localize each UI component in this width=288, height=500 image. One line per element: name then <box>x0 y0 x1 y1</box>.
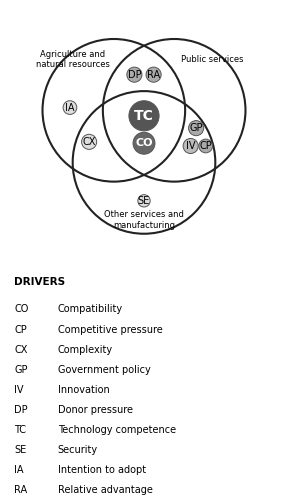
Circle shape <box>138 194 150 207</box>
Circle shape <box>133 132 155 154</box>
Text: TC: TC <box>134 109 154 123</box>
Text: Agriculture and
natural resources: Agriculture and natural resources <box>36 50 110 70</box>
Text: Innovation: Innovation <box>58 384 109 394</box>
Text: Compatibility: Compatibility <box>58 304 123 314</box>
Text: Complexity: Complexity <box>58 344 113 354</box>
Text: Security: Security <box>58 444 98 454</box>
Text: CX: CX <box>14 344 28 354</box>
Text: DRIVERS: DRIVERS <box>14 277 66 287</box>
Text: CP: CP <box>199 141 212 151</box>
Text: IA: IA <box>14 464 24 474</box>
Text: Intention to adopt: Intention to adopt <box>58 464 146 474</box>
Text: RA: RA <box>14 484 28 494</box>
Text: CO: CO <box>14 304 29 314</box>
Text: SE: SE <box>14 444 27 454</box>
Text: Government policy: Government policy <box>58 364 150 374</box>
Circle shape <box>127 67 142 82</box>
Circle shape <box>199 139 213 153</box>
Text: GP: GP <box>14 364 28 374</box>
Circle shape <box>63 100 77 114</box>
Text: Competitive pressure: Competitive pressure <box>58 324 162 334</box>
Text: DP: DP <box>14 404 28 414</box>
Text: Technology competence: Technology competence <box>58 424 176 434</box>
Text: CO: CO <box>135 138 153 148</box>
Circle shape <box>189 120 204 136</box>
Text: TC: TC <box>14 424 26 434</box>
Text: CP: CP <box>14 324 27 334</box>
Text: DP: DP <box>128 70 141 80</box>
Text: Public services: Public services <box>181 55 244 64</box>
Text: Relative advantage: Relative advantage <box>58 484 152 494</box>
Circle shape <box>82 134 97 150</box>
Text: IA: IA <box>65 102 75 113</box>
Circle shape <box>129 100 159 131</box>
Text: GP: GP <box>190 123 203 133</box>
Text: Donor pressure: Donor pressure <box>58 404 132 414</box>
Circle shape <box>183 138 198 154</box>
Circle shape <box>146 67 161 82</box>
Text: IV: IV <box>14 384 24 394</box>
Text: RA: RA <box>147 70 160 80</box>
Text: SE: SE <box>138 196 150 206</box>
Text: CX: CX <box>82 137 96 147</box>
Text: Other services and
manufacturing: Other services and manufacturing <box>104 210 184 230</box>
Text: IV: IV <box>186 141 195 151</box>
